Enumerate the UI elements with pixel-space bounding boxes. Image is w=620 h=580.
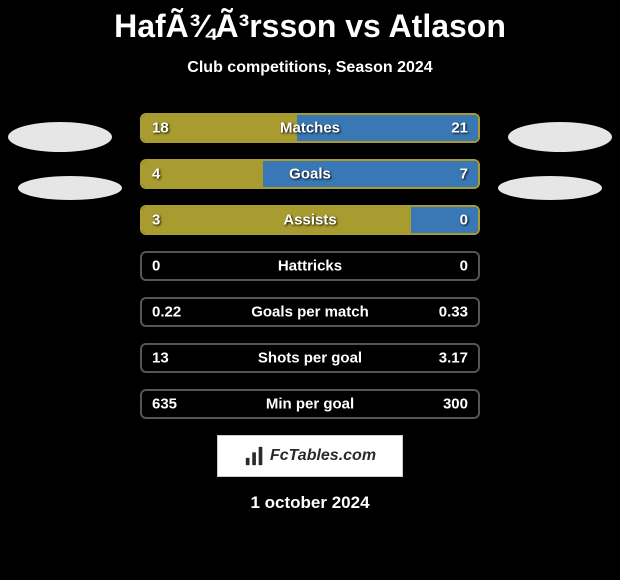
logo-text: FcTables.com bbox=[270, 447, 376, 465]
page-subtitle: Club competitions, Season 2024 bbox=[0, 59, 620, 77]
player2-silhouette-head bbox=[508, 122, 612, 152]
stat-value-left: 13 bbox=[152, 350, 169, 367]
stat-row: 4 Goals 7 bbox=[140, 159, 480, 189]
stat-value-right: 0 bbox=[460, 212, 468, 229]
stat-label: Goals per match bbox=[251, 304, 369, 321]
stat-value-left: 18 bbox=[152, 120, 169, 137]
bar-chart-icon bbox=[244, 445, 266, 467]
stat-value-right: 0 bbox=[460, 258, 468, 275]
stat-value-right: 300 bbox=[443, 396, 468, 413]
stat-value-left: 635 bbox=[152, 396, 177, 413]
stat-label: Min per goal bbox=[266, 396, 354, 413]
stat-value-left: 3 bbox=[152, 212, 160, 229]
stat-fill-left bbox=[142, 207, 411, 233]
stat-value-right: 7 bbox=[460, 166, 468, 183]
stat-value-left: 0.22 bbox=[152, 304, 181, 321]
date-label: 1 october 2024 bbox=[0, 493, 620, 513]
stat-label: Goals bbox=[289, 166, 331, 183]
stat-label: Hattricks bbox=[278, 258, 342, 275]
page-title: HafÃ¾Ã³rsson vs Atlason bbox=[0, 0, 620, 45]
stat-value-right: 3.17 bbox=[439, 350, 468, 367]
player1-silhouette-head bbox=[8, 122, 112, 152]
fctables-logo: FcTables.com bbox=[217, 435, 403, 477]
stat-value-right: 21 bbox=[451, 120, 468, 137]
player2-silhouette-body bbox=[498, 176, 602, 200]
stats-container: 18 Matches 21 4 Goals 7 3 Assists 0 0 Hattricks 0 0.… bbox=[140, 113, 480, 419]
player1-silhouette-body bbox=[18, 176, 122, 200]
stat-label: Assists bbox=[283, 212, 336, 229]
stat-value-right: 0.33 bbox=[439, 304, 468, 321]
stat-value-left: 4 bbox=[152, 166, 160, 183]
stat-row: 0 Hattricks 0 bbox=[140, 251, 480, 281]
stat-row: 13 Shots per goal 3.17 bbox=[140, 343, 480, 373]
stat-value-left: 0 bbox=[152, 258, 160, 275]
stat-row: 18 Matches 21 bbox=[140, 113, 480, 143]
stat-row: 635 Min per goal 300 bbox=[140, 389, 480, 419]
stat-label: Matches bbox=[280, 120, 340, 137]
stat-row: 3 Assists 0 bbox=[140, 205, 480, 235]
stat-label: Shots per goal bbox=[258, 350, 362, 367]
stat-row: 0.22 Goals per match 0.33 bbox=[140, 297, 480, 327]
